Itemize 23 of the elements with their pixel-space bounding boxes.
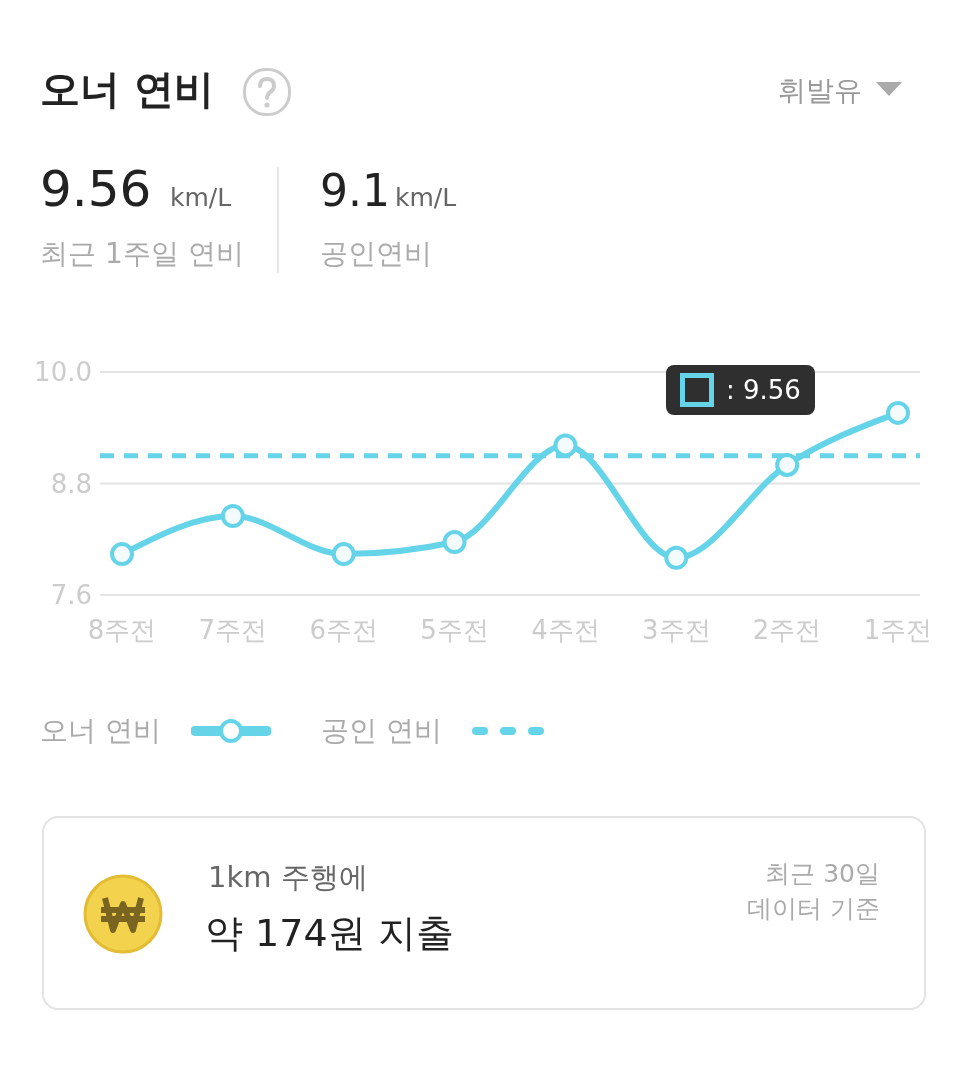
text: 9.1 — [320, 165, 390, 216]
point — [775, 452, 800, 477]
point — [664, 545, 689, 570]
text: km/L — [395, 183, 457, 212]
point — [553, 433, 578, 458]
point — [220, 504, 245, 529]
text: 데이터 기준 — [746, 893, 880, 925]
annotation: : 9.56 — [726, 375, 801, 405]
legend-label: 오너 연비 — [40, 713, 161, 749]
text: 1km 주행에 — [208, 859, 368, 896]
point — [886, 400, 910, 425]
point — [331, 542, 356, 567]
text: 공인연비 — [320, 236, 432, 272]
legend-label: 공인 연비 — [320, 713, 442, 749]
point — [110, 542, 134, 567]
text: 최근 30일 — [764, 858, 880, 890]
chart-title: 오너 연비 — [40, 65, 214, 114]
text: 휘발유 — [778, 73, 862, 109]
text: km/L — [170, 183, 232, 212]
text: 약 174원 지출 — [205, 910, 454, 957]
text: 9.56 — [40, 160, 152, 218]
text: 최근 1주일 연비 — [40, 236, 244, 272]
point — [442, 530, 467, 555]
